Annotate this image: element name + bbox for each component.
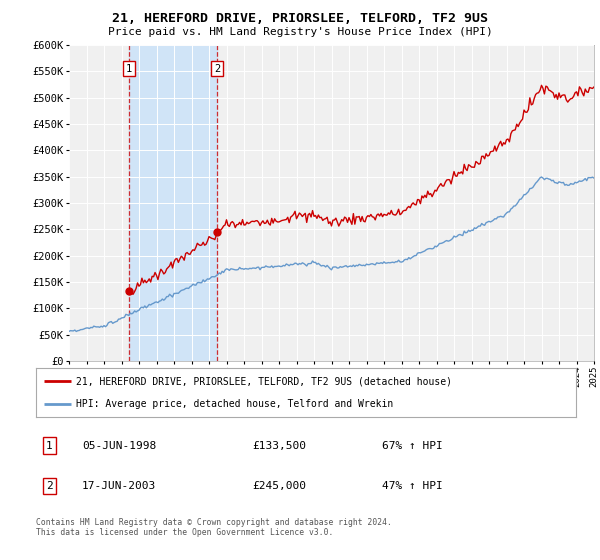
Text: £245,000: £245,000 xyxy=(252,481,306,491)
Text: £133,500: £133,500 xyxy=(252,441,306,451)
Text: Contains HM Land Registry data © Crown copyright and database right 2024.
This d: Contains HM Land Registry data © Crown c… xyxy=(36,518,392,538)
Text: 67% ↑ HPI: 67% ↑ HPI xyxy=(382,441,442,451)
Text: 1: 1 xyxy=(46,441,53,451)
Text: 2: 2 xyxy=(214,63,220,73)
Text: HPI: Average price, detached house, Telford and Wrekin: HPI: Average price, detached house, Telf… xyxy=(77,399,394,409)
Text: 21, HEREFORD DRIVE, PRIORSLEE, TELFORD, TF2 9US: 21, HEREFORD DRIVE, PRIORSLEE, TELFORD, … xyxy=(112,12,488,25)
Text: Price paid vs. HM Land Registry's House Price Index (HPI): Price paid vs. HM Land Registry's House … xyxy=(107,27,493,37)
Text: 17-JUN-2003: 17-JUN-2003 xyxy=(82,481,156,491)
Text: 21, HEREFORD DRIVE, PRIORSLEE, TELFORD, TF2 9US (detached house): 21, HEREFORD DRIVE, PRIORSLEE, TELFORD, … xyxy=(77,376,452,386)
Text: 05-JUN-1998: 05-JUN-1998 xyxy=(82,441,156,451)
Text: 47% ↑ HPI: 47% ↑ HPI xyxy=(382,481,442,491)
Text: 1: 1 xyxy=(126,63,133,73)
Bar xyxy=(129,45,217,361)
Text: 2: 2 xyxy=(46,481,53,491)
